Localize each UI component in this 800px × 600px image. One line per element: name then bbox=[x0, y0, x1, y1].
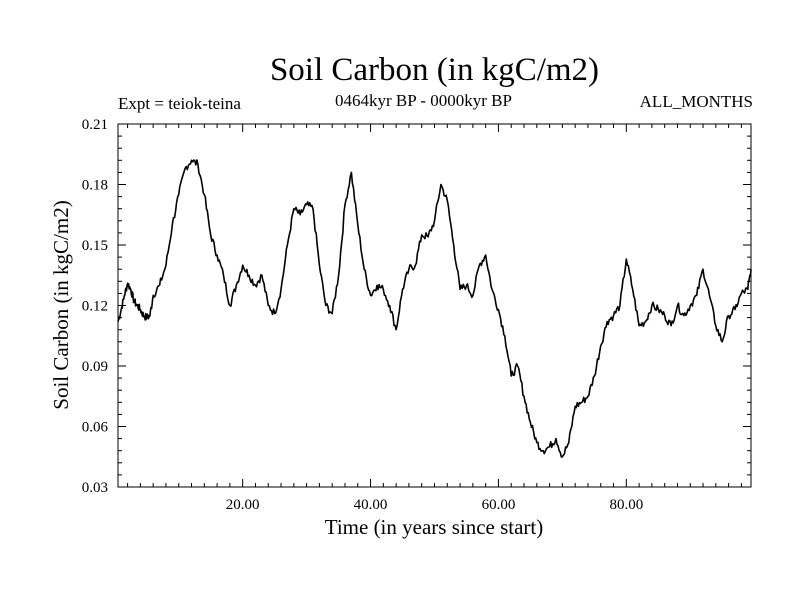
series-line bbox=[117, 159, 752, 458]
y-tick-label: 0.06 bbox=[82, 420, 109, 436]
x-axis-title: Time (in years since start) bbox=[325, 515, 544, 539]
y-tick-label: 0.09 bbox=[82, 359, 108, 375]
period-label: 0464kyr BP - 0000kyr BP bbox=[335, 91, 512, 110]
y-tick-label: 0.15 bbox=[82, 238, 108, 254]
y-tick-label: 0.03 bbox=[82, 480, 108, 496]
x-tick-label: 60.00 bbox=[482, 497, 516, 513]
y-tick-label: 0.21 bbox=[82, 117, 108, 133]
months-label: ALL_MONTHS bbox=[639, 92, 753, 111]
plot-frame bbox=[117, 123, 752, 488]
experiment-label: Expt = teiok-teina bbox=[118, 94, 241, 113]
y-tick-label: 0.12 bbox=[82, 299, 108, 315]
y-axis: 0.03 0.06 0.09 0.12 0.15 0.18 0.21 bbox=[82, 117, 751, 496]
chart-title: Soil Carbon (in kgC/m2) bbox=[269, 52, 600, 88]
x-tick-label: 80.00 bbox=[609, 497, 643, 513]
x-axis: 20.00 40.00 60.00 80.00 bbox=[127, 124, 742, 513]
y-tick-label: 0.18 bbox=[82, 178, 108, 194]
x-tick-label: 40.00 bbox=[354, 497, 388, 513]
y-axis-title: Soil Carbon (in kgC/m2) bbox=[49, 200, 73, 409]
x-tick-label: 20.00 bbox=[226, 497, 260, 513]
